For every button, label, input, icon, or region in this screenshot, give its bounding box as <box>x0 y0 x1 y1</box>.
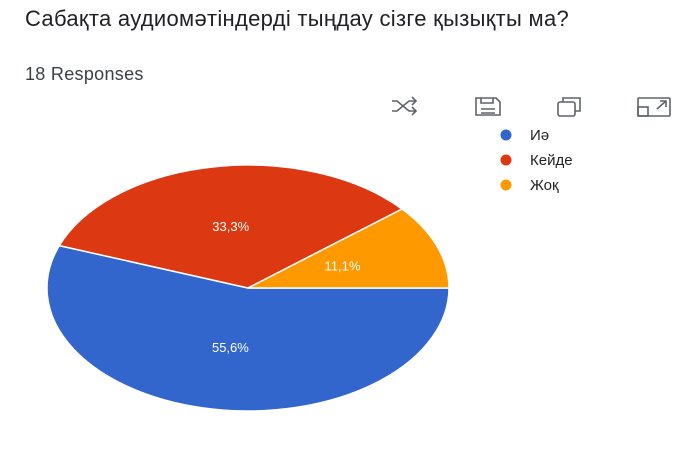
pie-slice <box>58 164 404 289</box>
legend-label: Иә <box>530 127 549 144</box>
chart-title: Сабақта аудиомәтіндерді тыңдау сізге қыз… <box>25 6 570 31</box>
expand-icon[interactable] <box>637 97 671 117</box>
slice-label: 11,1% <box>324 258 360 273</box>
copy-icon[interactable] <box>557 97 581 117</box>
response-count: 18 Responses <box>25 64 144 84</box>
legend-label: Жоқ <box>530 177 559 194</box>
pie-slice <box>247 208 450 289</box>
slice-label: 55,6% <box>212 340 249 355</box>
legend-label: Кейде <box>530 152 573 169</box>
legend-marker <box>500 154 512 166</box>
slice-label: 33,3% <box>212 219 249 234</box>
legend-marker <box>500 129 512 141</box>
pie-slice <box>46 244 450 412</box>
legend-marker <box>500 179 512 191</box>
save-icon[interactable] <box>475 97 501 116</box>
shuffle-icon[interactable] <box>392 96 418 116</box>
